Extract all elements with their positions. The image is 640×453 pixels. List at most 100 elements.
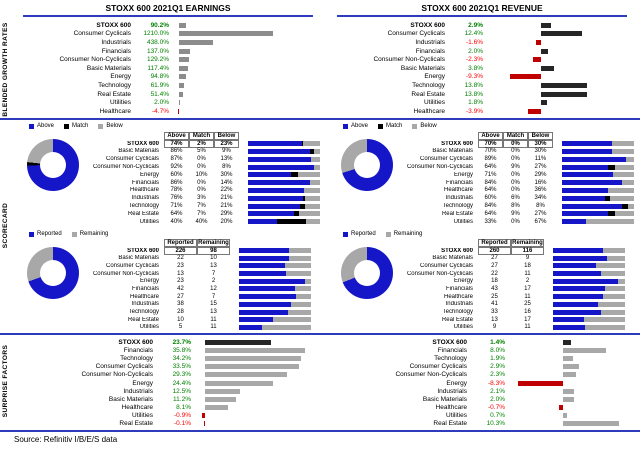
value-cell: 9	[525, 255, 530, 262]
bar-track	[199, 413, 311, 419]
donut-hole	[40, 260, 66, 286]
sector-label: Utilities	[453, 324, 473, 331]
estimates-legend: Above Match Below	[29, 123, 133, 129]
sector-value: 1.9%	[490, 354, 505, 362]
value-cell: 60%	[484, 195, 497, 202]
sector-row: Real Estate 51.4%	[13, 90, 323, 99]
sector-label: Financials	[415, 47, 445, 55]
table-header-row: Reported Remaining	[327, 238, 625, 247]
value-cell: 5%	[197, 148, 206, 155]
column-header: Reported	[164, 238, 197, 247]
sector-label: Energy	[110, 73, 131, 81]
legend-item: Match	[64, 123, 88, 129]
sector-label: Technology	[128, 203, 159, 210]
bar-segment-reported	[239, 278, 306, 284]
value-cell: 71%	[484, 171, 497, 178]
value-bar	[179, 65, 189, 71]
value-bar	[205, 355, 301, 361]
scorecard-row: Energy 60% 10% 30%	[13, 171, 320, 179]
sector-row: Energy -8.3%	[327, 379, 637, 387]
value-cell: 0%	[197, 179, 206, 186]
value-bar	[563, 388, 575, 394]
stacked-bar	[239, 255, 311, 261]
sector-label: STOXX 600	[96, 21, 131, 29]
scorecard-row: Healthcare 64% 0% 36%	[327, 187, 634, 195]
remaining-swatch	[71, 231, 77, 237]
sector-row: Consumer Cyclicals 12.4%	[327, 30, 637, 39]
sector-row: Healthcare -3.9%	[327, 107, 637, 116]
column-header: Above	[478, 131, 503, 140]
scorecard-row: Financials 86% 0% 14%	[13, 179, 320, 187]
value-cell: 10	[177, 316, 184, 323]
bar-segment-below	[298, 172, 320, 178]
value-bar	[205, 380, 274, 386]
bar-segment-remaining	[305, 278, 311, 284]
donut-hole	[354, 260, 380, 286]
value-cell: 74%	[164, 139, 189, 148]
column-header: Below	[528, 131, 553, 140]
bar-segment-remaining	[601, 271, 625, 277]
value-cell: 2	[525, 278, 530, 285]
bar-segment-below	[614, 211, 634, 217]
sector-value: 2.9%	[468, 21, 483, 29]
legend-item: Below	[98, 123, 123, 129]
sector-row: Industrials 12.5%	[13, 387, 323, 395]
stacked-bar	[239, 278, 311, 284]
stacked-bar	[553, 309, 625, 315]
below-swatch	[98, 123, 104, 129]
value-bar	[541, 22, 551, 28]
legend-item: Above	[29, 123, 54, 129]
sector-label: Financials	[445, 285, 473, 292]
value-bar	[179, 57, 190, 63]
scorecard-row: Basic Materials 22 10	[13, 254, 311, 262]
bar-track	[513, 388, 625, 394]
sector-label: Technology	[434, 354, 467, 362]
value-cell: 10%	[195, 171, 208, 178]
stacked-bar	[562, 187, 634, 193]
value-bar	[559, 405, 563, 411]
value-cell: 27	[177, 293, 184, 300]
bar-track	[199, 355, 311, 361]
sector-label: Technology	[442, 203, 473, 210]
value-cell: 25	[491, 293, 498, 300]
value-cell: 0%	[511, 156, 520, 163]
sector-label: Industrials	[101, 38, 131, 46]
stacked-bar	[553, 301, 625, 307]
sector-label: Consumer Cyclicals	[73, 30, 131, 38]
stacked-bar	[553, 255, 625, 261]
sector-label: Consumer Cyclicals	[95, 363, 153, 371]
sector-label: Industrials	[131, 195, 159, 202]
sector-label: Industrials	[415, 38, 445, 46]
table-header-row: Above Match Below	[13, 131, 320, 140]
panel-title: STOXX 600 2021Q1 REVENUE	[421, 3, 543, 13]
bar-segment-below	[612, 141, 634, 147]
bar-segment-reported	[553, 324, 586, 330]
value-cell: 30%	[528, 139, 553, 148]
sector-row: Utilities 0.7%	[327, 412, 637, 420]
sector-label: Real Estate	[411, 90, 445, 98]
value-cell: 21%	[220, 195, 233, 202]
sector-value: 117.4%	[147, 64, 169, 72]
stacked-bar	[248, 219, 320, 225]
sector-label: Consumer Cyclicals	[105, 262, 159, 269]
value-cell: 9%	[511, 210, 520, 217]
bar-segment-below	[313, 148, 320, 154]
section-label-surprise-factors: SURPRISE FACTORS	[2, 344, 9, 418]
sector-row: Basic Materials 117.4%	[13, 64, 323, 73]
value-cell: 64%	[484, 210, 497, 217]
sector-label: Financials	[123, 346, 153, 354]
sector-label: Real Estate	[127, 316, 159, 323]
stacked-bar	[562, 203, 634, 209]
bar-segment-above	[248, 164, 315, 170]
value-cell: 64%	[484, 187, 497, 194]
surprise-factors-chart: STOXX 600 1.4% Financials 8.0% Technology 1.9…	[327, 338, 637, 428]
sector-row: Financials 8.0%	[327, 346, 637, 354]
value-cell: 86%	[170, 148, 183, 155]
sector-value: -9.3%	[466, 73, 483, 81]
value-cell: 0%	[197, 156, 206, 163]
legend-label: Match	[386, 123, 403, 129]
bar-segment-below	[622, 180, 634, 186]
sector-label: Basic Materials	[86, 64, 131, 72]
value-cell: 27	[491, 262, 498, 269]
section-label-scorecard: SCORECARD	[2, 202, 9, 249]
